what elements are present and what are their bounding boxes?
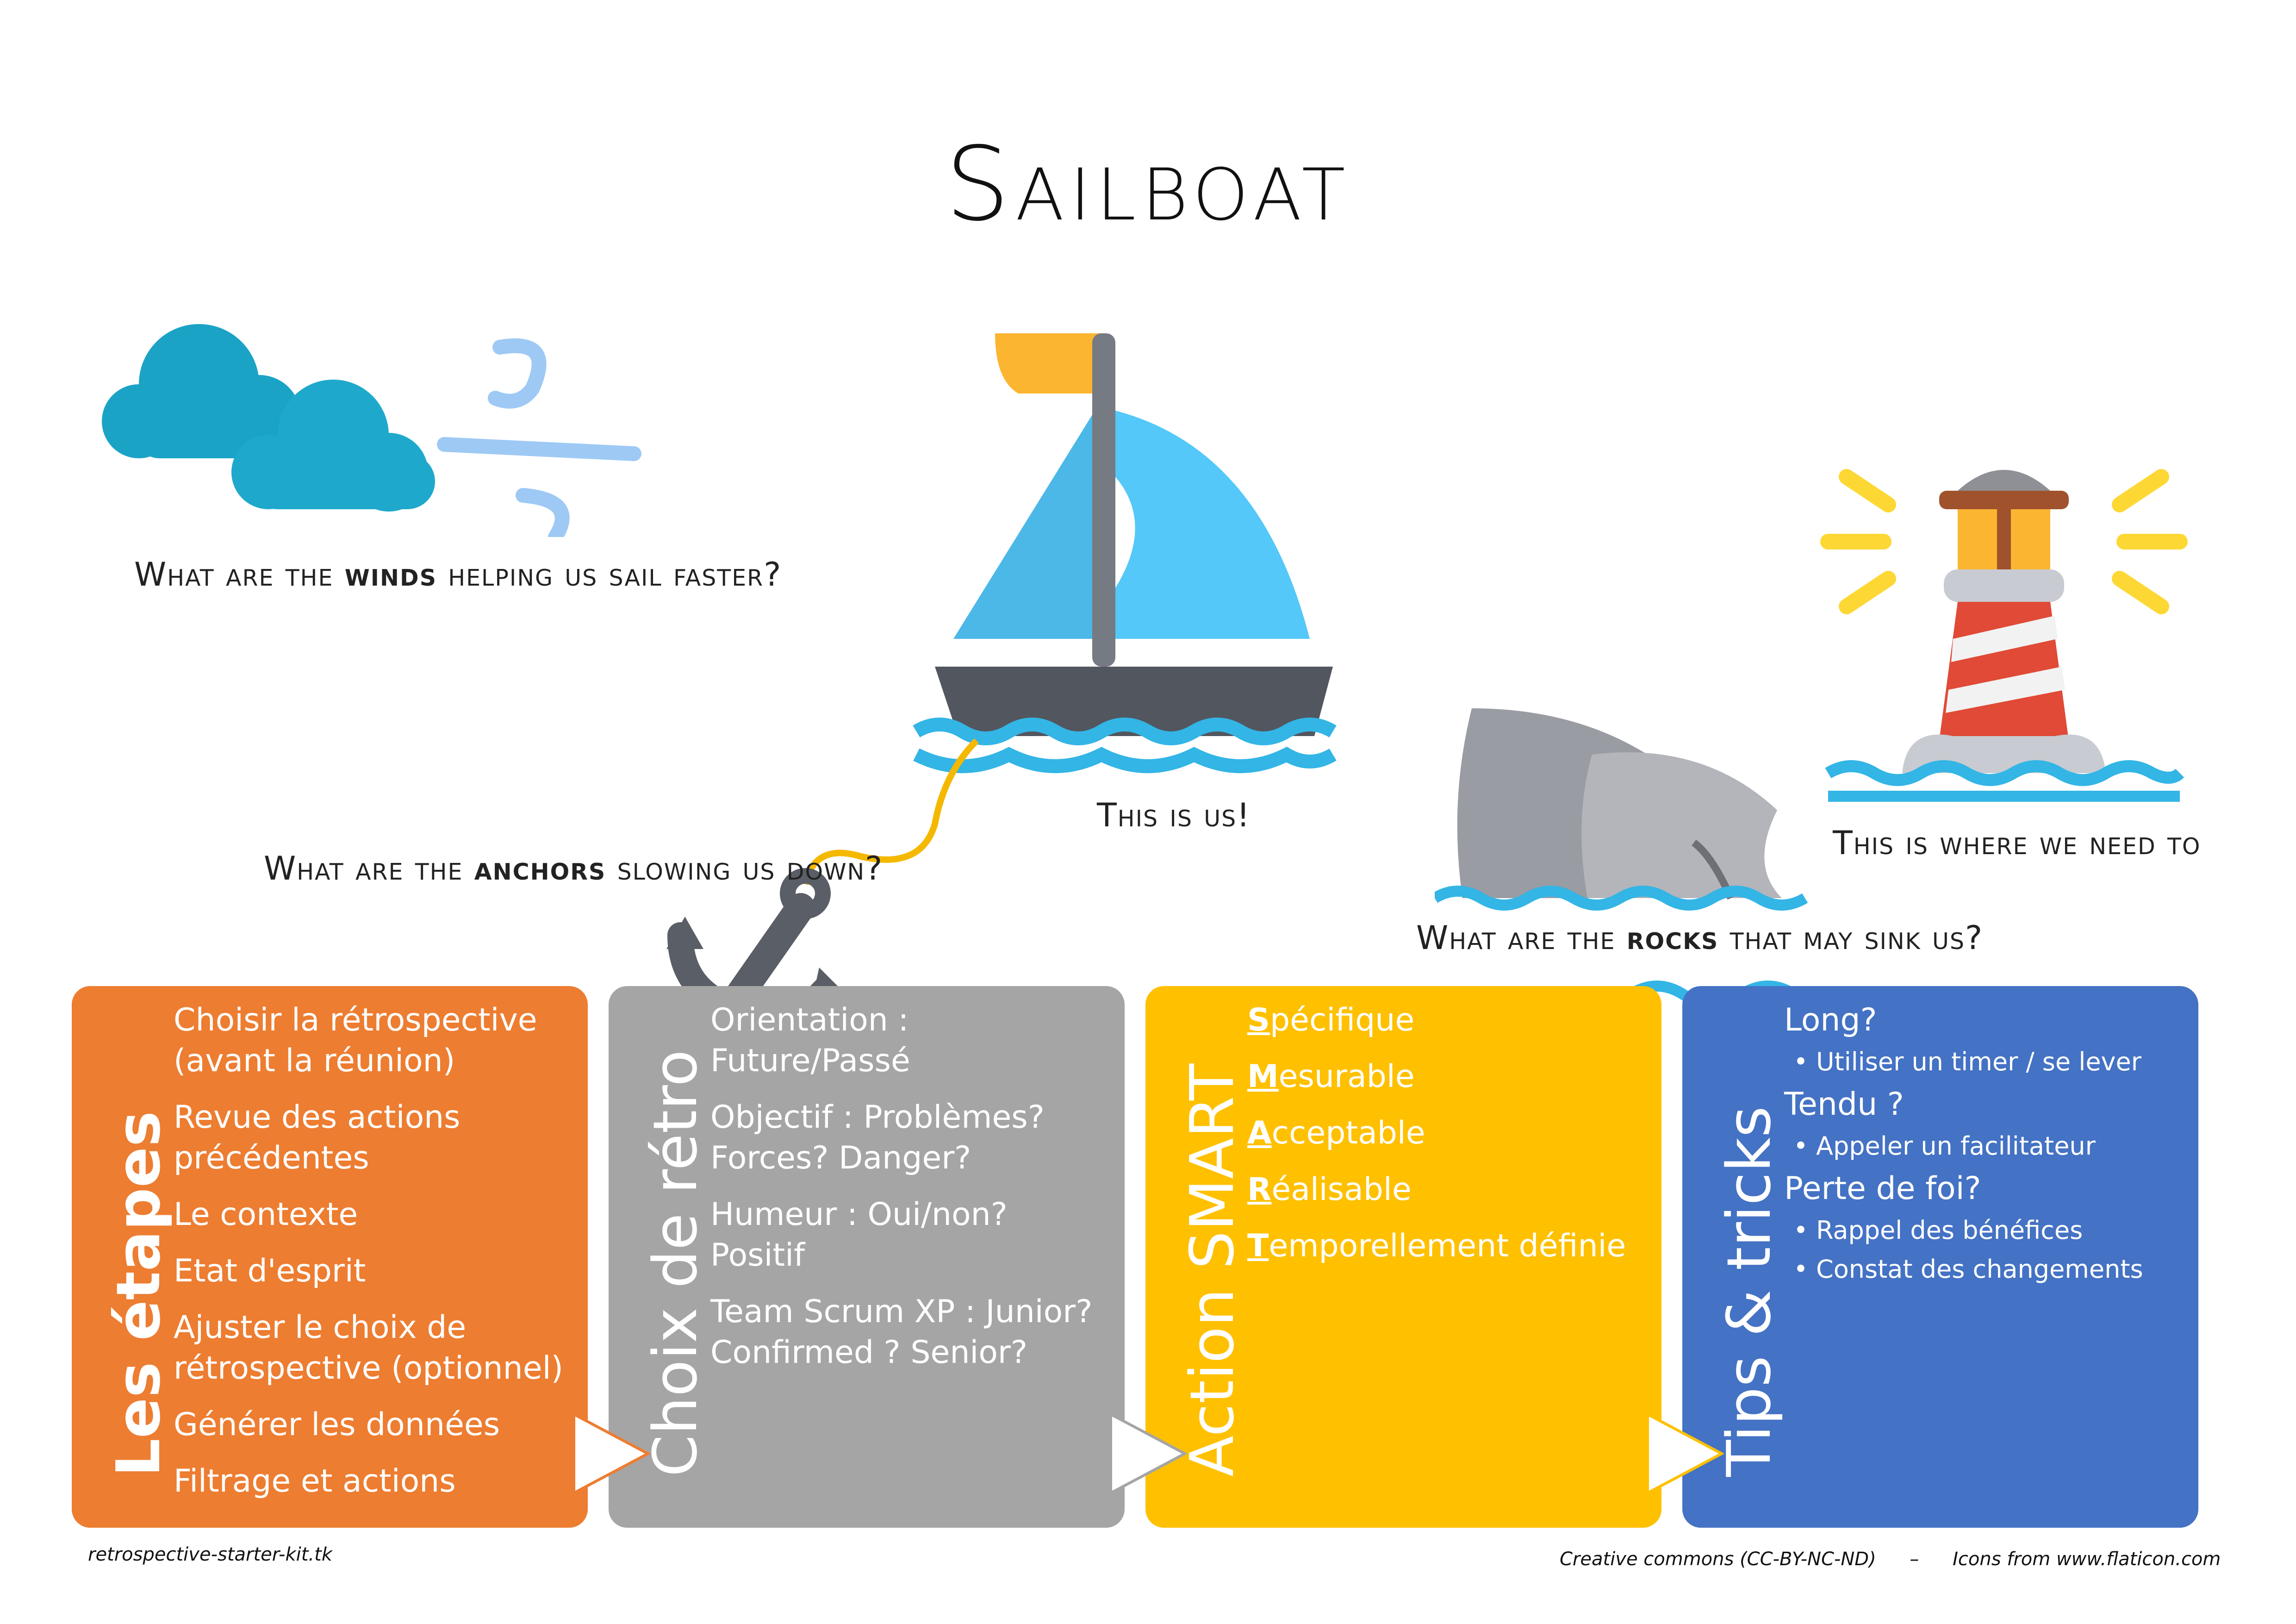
anchors-prompt: What are the anchors slowing us down? bbox=[264, 849, 884, 887]
smart-initial: S bbox=[1247, 1002, 1270, 1038]
tip-question: Tendu ? bbox=[1784, 1086, 1904, 1123]
list-item: Filtrage et actions bbox=[174, 1463, 456, 1499]
list-item: Humeur : Oui/non? Positif bbox=[710, 1196, 1008, 1274]
tip-item: • Rappel des bénéfices bbox=[1793, 1214, 2184, 1247]
panel-heading: Les étapes bbox=[103, 1111, 174, 1477]
page-title: Sailboat bbox=[945, 125, 1351, 244]
tip-text: Utiliser un timer / se lever bbox=[1816, 1047, 2141, 1076]
rocks-prompt: What are the rocks that may sink us? bbox=[1416, 919, 1984, 957]
list-item: Revue des actions précédentes bbox=[174, 1099, 460, 1176]
panel-items: Long? • Utiliser un timer / se lever Tendu… bbox=[1784, 1000, 2184, 1292]
bullet-icon: • bbox=[1793, 1255, 1817, 1284]
tip-item: • Utiliser un timer / se lever bbox=[1793, 1045, 2184, 1079]
list-item: Orientation : Future/Passé bbox=[710, 1002, 910, 1079]
panel-heading: Choix de rétro bbox=[640, 1049, 710, 1477]
tip-text: Constat des changements bbox=[1816, 1255, 2143, 1284]
panel-heading: Action SMART bbox=[1177, 1063, 1247, 1477]
panel-etapes: Les étapes Choisir la rétrospective (ava… bbox=[72, 986, 588, 1528]
smart-initial: A bbox=[1247, 1115, 1272, 1151]
bullet-icon: • bbox=[1793, 1047, 1817, 1076]
smart-rest: éalisable bbox=[1271, 1171, 1412, 1208]
lighthouse-icon bbox=[1820, 469, 2188, 802]
panel-tips: Tips & tricks Long? • Utiliser un timer /… bbox=[1682, 986, 2198, 1528]
tip-item: • Appeler un facilitateur bbox=[1793, 1130, 2184, 1163]
arrow-right-icon bbox=[1646, 1412, 1724, 1495]
panel-items: Spécifique Mesurable Acceptable Réalisable T… bbox=[1247, 1000, 1648, 1282]
tip-text: Appeler un facilitateur bbox=[1816, 1131, 2096, 1161]
list-item: Choisir la rétrospective (avant la réuni… bbox=[174, 1002, 537, 1079]
panel-items: Orientation : Future/Passé Objectif : Pro… bbox=[710, 1000, 1111, 1389]
list-item: Etat d'esprit bbox=[174, 1253, 366, 1289]
winds-prompt: What are the winds helping us sail faste… bbox=[134, 556, 782, 593]
smart-item: Réalisable bbox=[1247, 1169, 1648, 1210]
list-item: Le contexte bbox=[174, 1196, 358, 1233]
smart-rest: pécifique bbox=[1269, 1002, 1415, 1038]
smart-rest: cceptable bbox=[1271, 1115, 1425, 1151]
arrow-right-icon bbox=[1109, 1412, 1187, 1495]
smart-item: Temporellement définie bbox=[1247, 1226, 1648, 1267]
smart-initial: R bbox=[1247, 1171, 1272, 1208]
goal-prompt: This is where we need to bbox=[1833, 824, 2201, 862]
tip-text: Rappel des bénéfices bbox=[1816, 1216, 2083, 1245]
smart-rest: esurable bbox=[1278, 1058, 1415, 1095]
bullet-icon: • bbox=[1793, 1131, 1817, 1161]
list-item: Ajuster le choix de rétrospective (optio… bbox=[174, 1309, 563, 1387]
smart-item: Acceptable bbox=[1247, 1113, 1648, 1154]
list-item: Team Scrum XP : Junior? Confirmed ? Seni… bbox=[710, 1293, 1093, 1371]
clouds-wind-icon bbox=[102, 324, 641, 537]
arrow-right-icon bbox=[572, 1412, 650, 1495]
smart-initial: M bbox=[1247, 1058, 1279, 1095]
sailboat-icon bbox=[913, 333, 1337, 773]
tip-question: Perte de foi? bbox=[1784, 1170, 1981, 1207]
panel-choix: Choix de rétro Orientation : Future/Pass… bbox=[609, 986, 1125, 1528]
smart-initial: T bbox=[1247, 1228, 1269, 1264]
footer-site: retrospective-starter-kit.tk bbox=[88, 1544, 332, 1565]
smart-item: Spécifique bbox=[1247, 1000, 1648, 1041]
panel-items: Choisir la rétrospective (avant la réuni… bbox=[174, 1000, 574, 1518]
list-item: Objectif : Problèmes? Forces? Danger? bbox=[710, 1099, 1045, 1176]
bullet-icon: • bbox=[1793, 1216, 1817, 1245]
footer-credits: Creative commons (CC-BY-NC-ND) – Icons f… bbox=[1560, 1549, 2221, 1570]
panel-heading: Tips & tricks bbox=[1714, 1106, 1784, 1477]
tip-item: • Constat des changements bbox=[1793, 1253, 2184, 1286]
smart-item: Mesurable bbox=[1247, 1056, 1648, 1097]
tip-question: Long? bbox=[1784, 1002, 1877, 1038]
panel-smart: Action SMART Spécifique Mesurable Acceptab… bbox=[1145, 986, 1661, 1528]
us-prompt: This is us! bbox=[1097, 796, 1251, 834]
shark-fin-icon bbox=[1435, 708, 1808, 1010]
list-item: Générer les données bbox=[174, 1406, 500, 1443]
smart-rest: emporellement définie bbox=[1269, 1228, 1626, 1264]
